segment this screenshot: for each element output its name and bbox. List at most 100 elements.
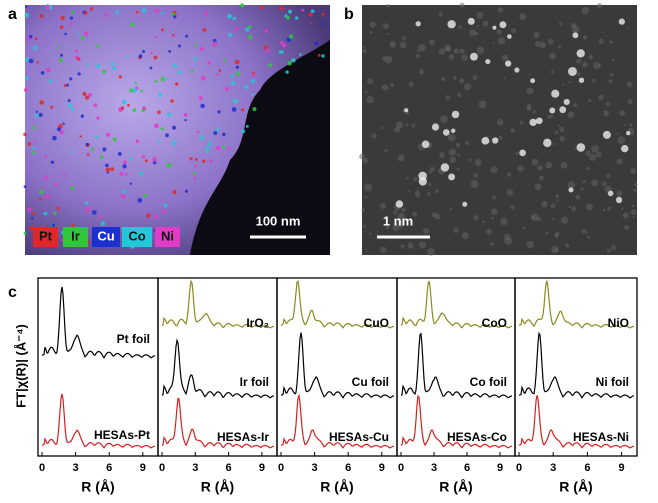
noise — [408, 81, 414, 87]
x-axis-label: R (Å) — [81, 479, 114, 495]
element-dot — [264, 29, 269, 33]
noise — [498, 135, 503, 140]
element-dot — [77, 72, 81, 76]
element-dot — [105, 163, 109, 168]
element-dot — [121, 193, 126, 199]
noise — [501, 54, 508, 61]
element-dot — [158, 92, 163, 97]
noise — [571, 206, 577, 212]
element-dot — [160, 127, 164, 131]
element-dot — [137, 197, 143, 203]
noise — [528, 73, 531, 76]
x-tick-label: 0 — [278, 462, 284, 474]
element-dot — [252, 106, 257, 112]
x-tick-label: 9 — [619, 462, 625, 474]
element-dot — [245, 27, 250, 32]
noise — [630, 209, 637, 216]
element-dot — [27, 207, 32, 212]
noise — [622, 212, 629, 219]
noise — [465, 141, 470, 146]
noise — [601, 31, 604, 34]
noise — [500, 217, 508, 226]
noise — [448, 54, 455, 60]
element-dot — [234, 59, 240, 65]
element-dot — [161, 209, 166, 214]
element-dot — [24, 76, 29, 81]
scale-bar-label: 1 nm — [383, 213, 413, 228]
noise — [582, 179, 587, 184]
atom-spot — [442, 129, 450, 136]
noise — [390, 42, 394, 46]
element-dot — [278, 50, 283, 54]
element-dot — [38, 197, 42, 201]
noise — [470, 180, 479, 189]
noise — [385, 225, 390, 230]
noise — [560, 216, 569, 224]
element-dot — [144, 159, 148, 163]
noise — [630, 168, 636, 174]
noise — [567, 111, 575, 119]
noise — [616, 158, 623, 165]
element-dot — [216, 73, 220, 77]
element-dot — [154, 8, 159, 13]
noise — [369, 30, 373, 34]
noise — [459, 2, 465, 8]
element-dot — [202, 27, 207, 32]
element-dot — [70, 107, 75, 111]
element-dot — [129, 182, 133, 185]
element-dot — [193, 57, 197, 62]
element-dot — [203, 11, 208, 16]
element-dot — [141, 8, 147, 13]
noise — [429, 166, 435, 172]
scale-bar-label: 100 nm — [256, 213, 301, 228]
atom-spot — [551, 89, 560, 98]
element-dot — [235, 71, 241, 76]
legend-swatch — [92, 227, 120, 247]
element-dot — [301, 8, 305, 12]
noise — [419, 241, 427, 249]
element-dot — [39, 189, 44, 195]
panel-label: a — [8, 6, 17, 23]
element-dot — [23, 132, 27, 137]
x-tick-label: 3 — [550, 462, 556, 474]
atom-spot — [602, 130, 611, 139]
noise — [606, 248, 611, 253]
x-tick-label: 6 — [345, 462, 351, 474]
element-dot — [23, 88, 28, 93]
element-dot — [59, 130, 64, 135]
noise — [456, 167, 460, 171]
noise — [611, 245, 617, 251]
noise — [547, 39, 554, 45]
element-dot — [90, 147, 94, 151]
element-dot — [172, 33, 175, 37]
element-dot — [321, 54, 325, 58]
noise — [492, 195, 497, 200]
element-dot — [286, 15, 290, 20]
element-dot — [153, 55, 158, 60]
element-dot — [299, 53, 302, 56]
atom-spot — [607, 190, 614, 197]
noise — [606, 173, 611, 179]
element-dot — [221, 132, 226, 137]
element-dot — [43, 211, 48, 216]
noise — [550, 70, 554, 74]
noise — [559, 126, 565, 132]
noise — [515, 151, 519, 155]
noise — [453, 48, 460, 54]
element-dot — [35, 110, 39, 113]
atom-spot — [448, 173, 456, 181]
noise — [591, 145, 599, 153]
element-dot — [44, 154, 48, 158]
noise — [419, 70, 424, 75]
element-dot — [98, 216, 102, 220]
element-dot — [74, 49, 78, 53]
noise — [537, 217, 542, 222]
noise — [422, 227, 430, 235]
noise — [511, 28, 517, 34]
element-dot — [64, 32, 67, 36]
noise — [561, 83, 565, 86]
noise — [362, 45, 365, 48]
noise — [411, 123, 416, 128]
noise — [541, 200, 548, 208]
noise — [364, 90, 368, 94]
